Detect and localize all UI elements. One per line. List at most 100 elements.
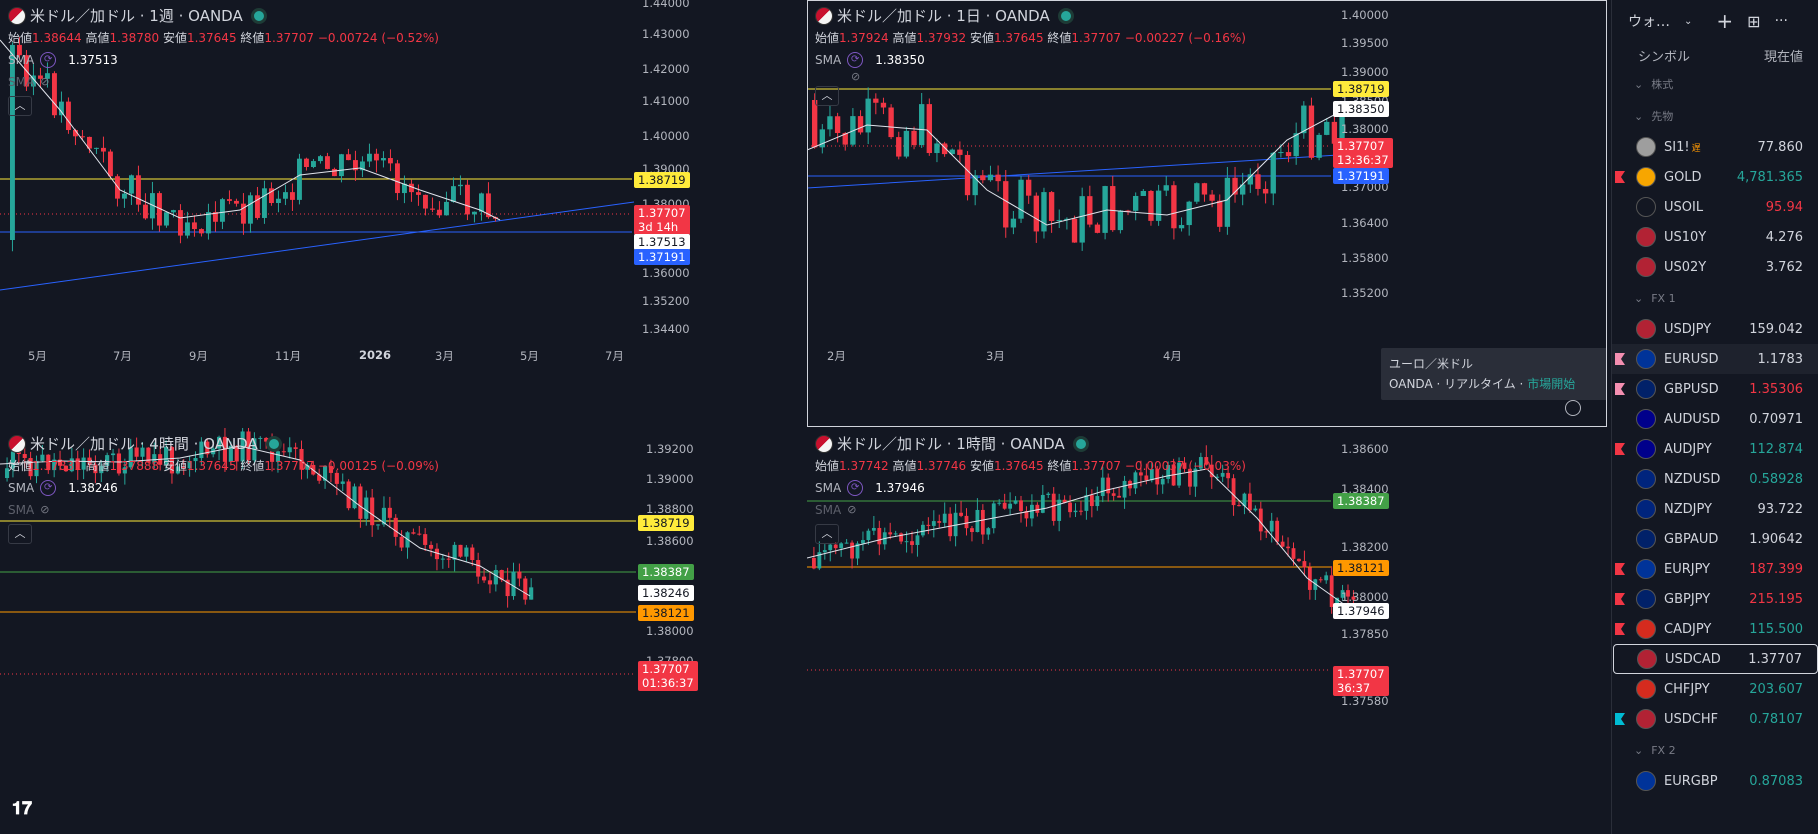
chart-pane-1h[interactable]: 米ドル／加ドル · 1時間 · OANDA 始値1.37742 高値1.3774… (807, 428, 1607, 834)
watchlist-row[interactable]: AUDUSD 0.70971 (1612, 404, 1818, 434)
h1-sma-2[interactable]: SMA ⊘ (815, 500, 1246, 520)
chevron-down-icon[interactable]: ⌄ (1634, 743, 1644, 757)
candle-body (429, 544, 434, 549)
watchlist-row[interactable]: GBPJPY 215.195 (1612, 584, 1818, 614)
hidden-eye-icon[interactable]: ⊘ (40, 75, 50, 88)
watchlist-section[interactable]: ⌄ FX 1 (1612, 282, 1818, 314)
watchlist-row[interactable]: AUDJPY 112.874 (1612, 434, 1818, 464)
column-symbol[interactable]: シンボル (1638, 49, 1691, 65)
price-tag[interactable]: 1.37191 (1333, 168, 1389, 184)
watchlist-name[interactable]: ウォ… (1628, 14, 1670, 30)
settings-gear-icon[interactable] (1565, 400, 1581, 416)
watchlist-row[interactable]: US02Y 3.762 (1612, 252, 1818, 282)
h4-price-plot[interactable] (0, 428, 806, 834)
flag-mark-icon[interactable] (1615, 623, 1625, 635)
add-symbol-icon[interactable]: + (1716, 9, 1734, 33)
collapse-legend-button[interactable]: ︿ (8, 524, 32, 544)
price-tag[interactable]: 1.38719 (638, 515, 694, 531)
watchlist-row[interactable]: USDJPY 159.042 (1612, 314, 1818, 344)
symbol-price: 0.78107 (1749, 711, 1803, 727)
daily-sma-1[interactable]: SMA ⟳ 1.38350 (815, 52, 925, 68)
price-tag[interactable]: 1.38719 (634, 172, 690, 188)
candle-body (157, 193, 162, 226)
weekly-title[interactable]: 米ドル／加ドル · 1週 · OANDA (30, 7, 243, 25)
flag-mark-icon[interactable] (1615, 383, 1625, 395)
chevron-down-icon[interactable]: ⌄ (1634, 109, 1644, 123)
watchlist-row[interactable]: US10Y 4.276 (1612, 222, 1818, 252)
layout-grid-icon[interactable]: ⊞ (1747, 11, 1761, 31)
price-tag[interactable]: 1.37707 01:36:37 (638, 661, 698, 691)
price-tag[interactable]: 1.37513 (634, 234, 690, 250)
watchlist-row[interactable]: USDCAD 1.37707 (1613, 644, 1818, 674)
daily-sma-2[interactable]: ⊘ (815, 70, 1246, 83)
watchlist-row[interactable]: EURJPY 187.399 (1612, 554, 1818, 584)
symbol-price: 95.94 (1765, 199, 1803, 215)
flag-mark-icon[interactable] (1615, 443, 1625, 455)
daily-price-plot[interactable] (807, 0, 1607, 427)
collapse-legend-button[interactable]: ︿ (815, 524, 839, 544)
watchlist-row[interactable]: EURGBP 0.87083 (1612, 766, 1818, 796)
watchlist-section[interactable]: ⌄ 先物 (1612, 100, 1818, 132)
candle-body (287, 447, 292, 453)
weekly-sma-1[interactable]: SMA ⟳ 1.37513 (8, 52, 118, 68)
watchlist-row[interactable]: USDCHF 0.78107 (1612, 704, 1818, 734)
daily-title[interactable]: 米ドル／加ドル · 1日 · OANDA (837, 7, 1050, 25)
price-tag[interactable]: 1.37707 36:37 (1333, 666, 1389, 696)
chevron-down-icon[interactable]: ⌄ (1634, 77, 1644, 91)
watchlist-section[interactable]: ⌄ 株式 (1612, 68, 1818, 100)
price-tag[interactable]: 1.38387 (638, 564, 694, 580)
collapse-legend-button[interactable]: ︿ (815, 86, 839, 106)
h1-sma-1[interactable]: SMA ⟳ 1.37946 (815, 480, 925, 496)
h4-sma-1[interactable]: SMA ⟳ 1.38246 (8, 480, 118, 496)
chart-pane-weekly[interactable]: 米ドル／加ドル · 1週 · OANDA 始値1.38644 高値1.38780… (0, 0, 806, 427)
column-price[interactable]: 現在値 (1763, 49, 1803, 65)
price-tag[interactable]: 1.38246 (638, 585, 694, 601)
chart-pane-daily[interactable]: 米ドル／加ドル · 1日 · OANDA 始値1.37924 高値1.37932… (807, 0, 1607, 427)
candle-body (1171, 185, 1177, 229)
hidden-eye-icon[interactable]: ⊘ (40, 503, 50, 516)
collapse-legend-button[interactable]: ︿ (8, 96, 32, 116)
watchlist-row[interactable]: NZDUSD 0.58928 (1612, 464, 1818, 494)
h4-title[interactable]: 米ドル／加ドル · 4時間 · OANDA (30, 435, 258, 453)
hidden-eye-icon[interactable]: ⊘ (847, 503, 857, 516)
weekly-sma-2[interactable]: SMA ⊘ (8, 72, 439, 92)
candle-body (1316, 134, 1322, 158)
flag-mark-icon[interactable] (1615, 563, 1625, 575)
watchlist-section[interactable]: ⌄ FX 2 (1612, 734, 1818, 766)
price-tag[interactable]: 1.37707 13:36:37 (1333, 138, 1393, 168)
flag-mark-icon[interactable] (1615, 713, 1625, 725)
weekly-price-plot[interactable] (0, 0, 806, 427)
h1-price-plot[interactable] (807, 428, 1607, 834)
price-tag[interactable]: 1.38121 (638, 605, 694, 621)
price-tag[interactable]: 1.37946 (1333, 603, 1389, 619)
price-tag[interactable]: 1.38387 (1333, 493, 1389, 509)
flag-mark-icon[interactable] (1615, 171, 1625, 183)
watchlist-row[interactable]: GBPAUD 1.90642 (1612, 524, 1818, 554)
chart-pane-4h[interactable]: 米ドル／加ドル · 4時間 · OANDA 始値1.37831 高値1.3788… (0, 428, 806, 834)
price-tag[interactable]: 1.38719 (1333, 81, 1389, 97)
watchlist-row[interactable]: SI1! 遅 77.860 (1612, 132, 1818, 162)
watchlist-row[interactable]: CHFJPY 203.607 (1612, 674, 1818, 704)
h1-title[interactable]: 米ドル／加ドル · 1時間 · OANDA (837, 435, 1065, 453)
usd-cad-flag-icon (8, 7, 26, 25)
price-tag[interactable]: 1.38350 (1333, 101, 1389, 117)
hidden-eye-icon[interactable]: ⊘ (851, 70, 861, 83)
watchlist-row[interactable]: GOLD 4,781.365 (1612, 162, 1818, 192)
watchlist-row[interactable]: GBPUSD 1.35306 (1612, 374, 1818, 404)
h4-sma-2[interactable]: SMA ⊘ (8, 500, 439, 520)
watchlist-row[interactable]: CADJPY 115.500 (1612, 614, 1818, 644)
candle-body (857, 116, 864, 133)
chevron-down-icon[interactable]: ⌄ (1684, 15, 1693, 27)
price-tag[interactable]: 1.37707 3d 14h (634, 205, 690, 235)
price-tag[interactable]: 1.37191 (634, 249, 690, 265)
chevron-down-icon[interactable]: ⌄ (1634, 291, 1644, 305)
watchlist-row[interactable]: EURUSD 1.1783 (1612, 344, 1818, 374)
tradingview-logo-icon[interactable]: 𝟏𝟕 (12, 798, 33, 819)
more-options-icon[interactable]: ··· (1774, 13, 1788, 29)
price-tag[interactable]: 1.38121 (1333, 560, 1389, 576)
flag-mark-icon[interactable] (1615, 593, 1625, 605)
candle-body (482, 576, 487, 581)
watchlist-row[interactable]: USOIL 95.94 (1612, 192, 1818, 222)
flag-mark-icon[interactable] (1615, 353, 1625, 365)
watchlist-row[interactable]: NZDJPY 93.722 (1612, 494, 1818, 524)
